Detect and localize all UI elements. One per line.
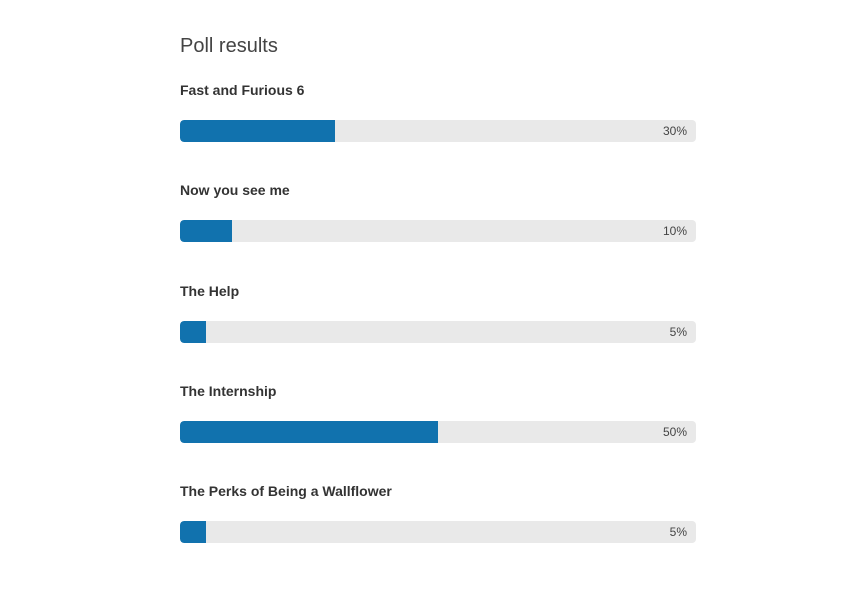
progress-bar-fill <box>180 120 335 142</box>
poll-option: The Perks of Being a Wallflower 5% <box>180 481 696 581</box>
poll-option-label: Now you see me <box>180 182 290 199</box>
progress-bar-fill <box>180 420 438 443</box>
poll-option: Fast and Furious 6 30% <box>180 80 696 180</box>
percent-label: 5% <box>669 525 687 539</box>
poll-option-label: The Help <box>180 282 240 299</box>
poll-option: The Help 5% <box>180 281 696 381</box>
progress-bar-track: 50% <box>180 420 696 443</box>
progress-bar-fill <box>180 220 232 243</box>
progress-bar-track: 10% <box>180 220 696 243</box>
percent-label: 10% <box>662 224 687 239</box>
poll-option: The Internship 50% <box>180 381 696 481</box>
poll-option-label: The Perks of Being a Wallflower <box>180 483 392 499</box>
progress-bar-fill <box>180 521 206 543</box>
poll-option-label: Fast and Furious 6 <box>180 82 305 98</box>
poll-option: Now you see me 10% <box>180 180 696 280</box>
percent-label: 50% <box>662 424 687 439</box>
poll-option-label: The Internship <box>180 382 277 399</box>
progress-bar-track: 30% <box>180 120 696 142</box>
poll-results: Poll results Fast and Furious 6 30% Now … <box>180 34 696 581</box>
percent-label: 30% <box>662 124 687 138</box>
progress-bar-fill <box>180 320 206 343</box>
percent-label: 5% <box>669 324 687 339</box>
poll-title: Poll results <box>180 35 278 57</box>
poll-options: Fast and Furious 6 30% Now you see me 10… <box>180 80 696 581</box>
progress-bar-track: 5% <box>180 521 696 543</box>
progress-bar-track: 5% <box>180 320 696 343</box>
